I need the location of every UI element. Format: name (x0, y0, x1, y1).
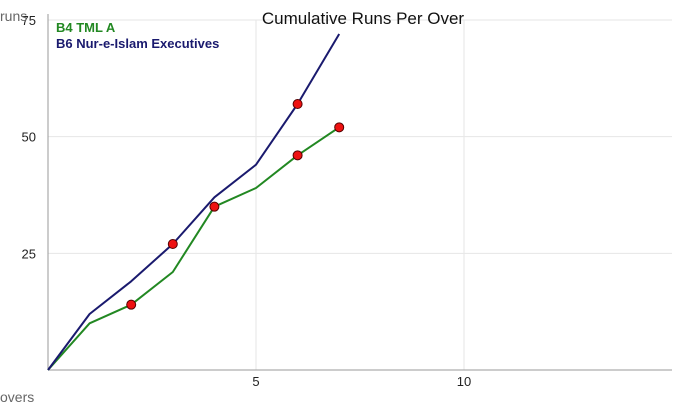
axes (47, 14, 672, 371)
wicket-marker-series-2-over-6 (292, 99, 303, 109)
x-tick-label-5: 5 (252, 374, 259, 389)
series-lines (47, 33, 341, 371)
wicket-marker-series-1-over-4 (209, 201, 220, 212)
grid (48, 19, 672, 370)
x-tick-label-10: 10 (457, 374, 471, 389)
wicket-markers (126, 99, 345, 310)
wicket-marker-series-1-over-2 (126, 299, 137, 310)
wicket-marker-series-2-over-3 (167, 239, 178, 249)
wicket-marker-series-1-over-7 (334, 122, 345, 133)
wicket-marker-series-1-over-6 (292, 150, 303, 161)
x-axis-label: overs (0, 389, 34, 405)
legend-series-1: B4 TML A (56, 20, 116, 35)
y-axis-label: runs (0, 8, 27, 24)
series-line-1 (47, 126, 340, 371)
legend-series-2: B6 Nur-e-Islam Executives (56, 36, 219, 51)
tick-labels: 5 10 25 50 75 (22, 13, 472, 389)
series-line-2 (47, 33, 341, 371)
y-tick-label-75: 75 (22, 13, 36, 28)
chart-title: Cumulative Runs Per Over (262, 9, 465, 28)
y-tick-label-50: 50 (22, 130, 36, 145)
y-tick-label-25: 25 (22, 246, 36, 261)
